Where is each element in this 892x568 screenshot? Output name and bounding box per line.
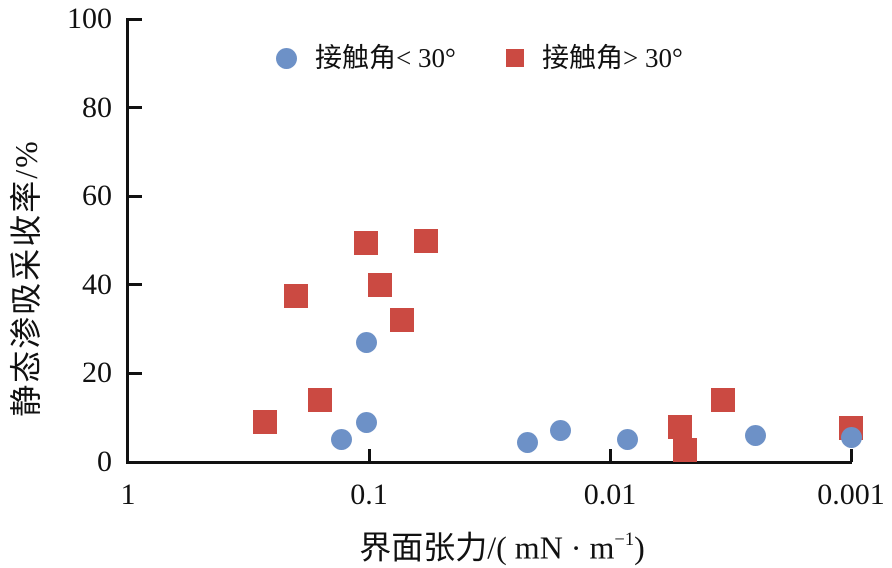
data-point-circle [744, 424, 766, 446]
x-tick-label: 0.01 [583, 478, 637, 511]
data-point-square [389, 308, 414, 333]
x-axis-line [126, 461, 852, 464]
data-point-circle [356, 331, 378, 353]
x-tick-label: 1 [120, 478, 136, 511]
data-point-circle [331, 429, 353, 451]
data-point-circle [516, 431, 538, 453]
data-point-square [353, 230, 378, 255]
data-point-square [284, 283, 309, 308]
y-tick [129, 371, 142, 375]
data-point-square [710, 387, 735, 412]
legend-item-lt30: 接触角< 30° [276, 40, 456, 76]
y-tick [129, 106, 142, 110]
y-tick-label: 100 [67, 2, 112, 35]
y-tick-label: 20 [82, 356, 112, 390]
x-tick [367, 449, 371, 462]
legend-marker-circle [276, 47, 297, 69]
x-axis-title: 界面张力/( mN · m−1) [252, 522, 752, 568]
x-axis-title-superscript: −1 [614, 529, 635, 550]
data-point-square [414, 228, 438, 253]
y-axis-title: 静态渗吸采收率/% [8, 139, 44, 417]
data-point-square [307, 387, 332, 412]
x-axis-title-close: ) [634, 529, 645, 566]
y-tick [129, 17, 142, 21]
x-tick-label: 0.001 [817, 478, 885, 511]
legend-marker-square [506, 49, 524, 67]
y-tick-label: 60 [82, 179, 112, 213]
data-point-circle [616, 429, 638, 451]
y-tick-label: 80 [82, 90, 112, 124]
legend-label-gt30: 接触角> 30° [542, 43, 683, 73]
x-tick-label: 0.1 [350, 478, 388, 511]
x-axis-title-text: 界面张力/( mN · m [359, 529, 615, 566]
y-tick-label: 0 [97, 445, 112, 478]
data-point-square [368, 272, 393, 297]
legend-item-gt30: 接触角> 30° [506, 40, 683, 76]
y-tick-label: 40 [82, 267, 112, 301]
data-point-circle [550, 420, 572, 442]
y-axis-line [126, 18, 129, 464]
y-tick [129, 283, 142, 287]
data-point-circle [840, 427, 862, 449]
data-point-square [672, 438, 697, 463]
legend-label-lt30: 接触角< 30° [315, 43, 456, 73]
data-point-square [253, 410, 278, 435]
x-tick [849, 449, 853, 462]
data-point-square [668, 414, 693, 439]
y-tick [129, 194, 142, 198]
data-point-circle [356, 411, 378, 433]
x-tick [608, 449, 612, 462]
